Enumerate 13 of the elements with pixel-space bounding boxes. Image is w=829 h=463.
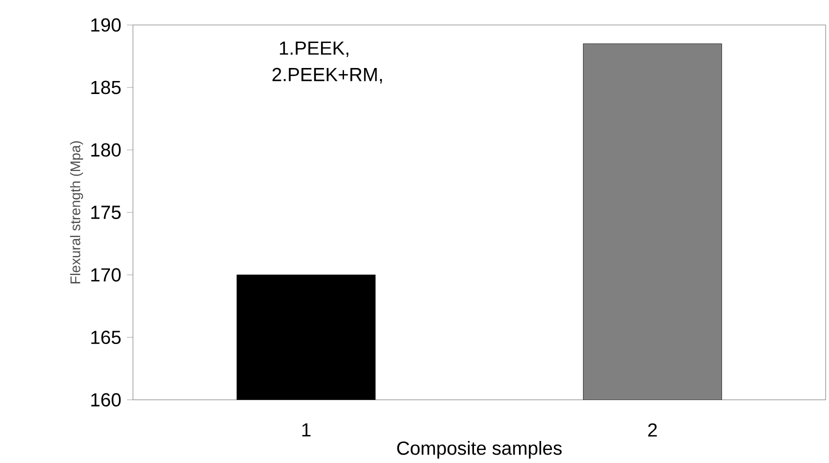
y-tick-label: 190 [91,18,121,32]
x-tick-label: 1 [302,423,310,436]
x-axis-title: Composite samples [397,441,562,459]
y-axis-title: Flexural strength (Mpa) [70,141,84,284]
x-tick-label: 2 [648,423,657,437]
y-tick-label: 180 [91,143,121,157]
y-tick-label: 175 [91,206,121,220]
annotation: 2.PEEK+RM, [272,68,382,84]
y-tick-label: 165 [91,330,121,344]
y-tick-label: 160 [91,393,121,407]
annotation: 1.PEEK, [280,42,348,58]
y-tick-label: 170 [91,268,121,282]
y-tick-label: 185 [91,80,121,94]
